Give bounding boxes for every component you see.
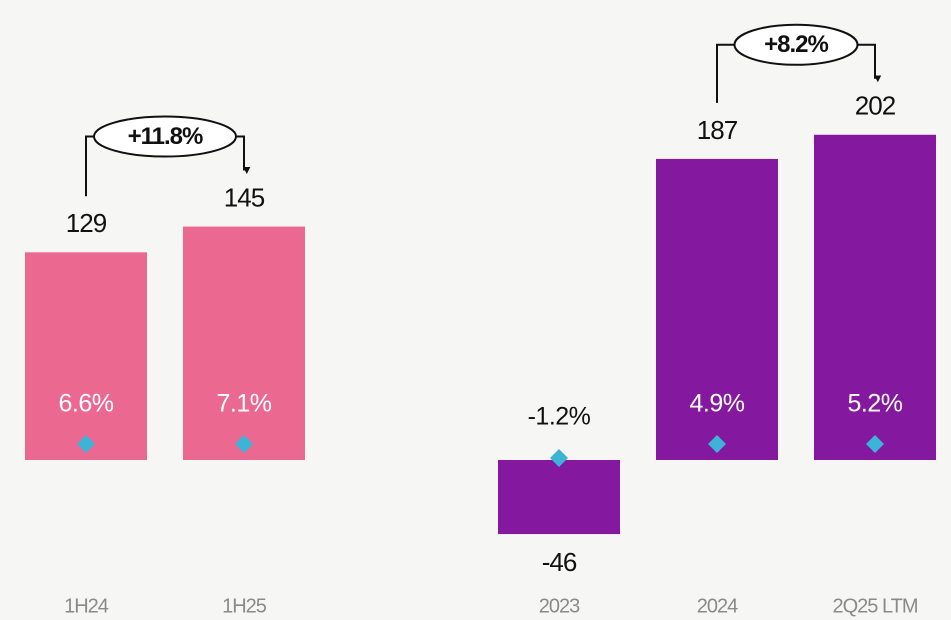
margin-marker: [77, 435, 95, 453]
x-tick-label: 2024: [697, 595, 738, 617]
annotation: +8.2%: [764, 31, 828, 58]
bar: [814, 134, 936, 460]
value-label: 202: [855, 91, 896, 121]
x-tick-label: 2Q25 LTM: [833, 595, 918, 617]
annotation-bubble: [93, 115, 237, 158]
margin-label: 7.1%: [217, 390, 272, 418]
value-label: -46: [542, 547, 577, 577]
value-label: 145: [224, 182, 265, 212]
bar: [498, 460, 620, 535]
x-tick-label: 1H25: [222, 595, 267, 617]
x-tick-label: 2023: [539, 595, 580, 617]
margin-label: 6.6%: [59, 390, 114, 418]
margin-label: 5.2%: [848, 390, 903, 418]
annotation-arrow: [857, 43, 882, 83]
margin-marker: [866, 435, 884, 453]
value-label: 187: [697, 115, 738, 145]
margin-label: 4.9%: [690, 390, 745, 418]
value-label: 129: [66, 208, 107, 238]
annotation-connector: [85, 135, 94, 197]
bar: [183, 226, 305, 460]
annotation-arrow: [236, 135, 251, 175]
bar: [656, 158, 778, 460]
margin-marker: [235, 435, 253, 453]
margin-marker: [550, 449, 568, 467]
x-tick-label: 1H24: [64, 595, 109, 617]
margin-marker: [708, 435, 726, 453]
annotation-connector: [716, 43, 735, 103]
annotation: +11.8%: [128, 123, 203, 150]
annotation-bubble: [733, 23, 859, 66]
bar: [25, 252, 147, 460]
margin-label: -1.2%: [528, 403, 591, 431]
